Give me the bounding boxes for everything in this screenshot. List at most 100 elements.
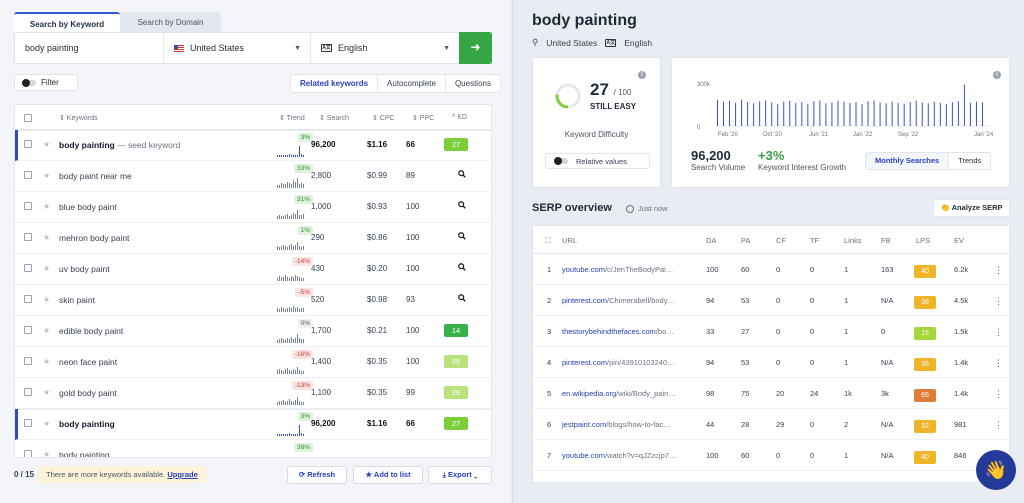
keyword-name[interactable]: body painting [59, 419, 115, 429]
upgrade-link[interactable]: Upgrade [167, 470, 198, 479]
info-icon[interactable]: i [993, 71, 1001, 79]
tab-search-by-domain[interactable]: Search by Domain [120, 12, 221, 33]
keyword-name[interactable]: uv body paint [59, 264, 110, 274]
search-icon[interactable] [458, 232, 466, 240]
keyword-row[interactable]: ★ edible body paint 0% 1,700 $0.21 100 1… [15, 316, 491, 347]
keyword-row[interactable]: ★ body painting 38% [15, 440, 491, 458]
star-icon[interactable]: ★ [43, 419, 51, 428]
analyze-serp-button[interactable]: 👏 Analyze SERP [933, 199, 1010, 217]
col-ppc[interactable]: ⇕ PPC [412, 115, 435, 122]
row-checkbox[interactable] [24, 450, 32, 457]
result-url[interactable]: pinterest.com/Chimerabell/body… [562, 296, 675, 305]
keyword-name[interactable]: blue body paint [59, 202, 117, 212]
col-tf[interactable]: TF [810, 236, 820, 245]
more-options-icon[interactable]: ⋮ [994, 296, 1003, 306]
col-ev[interactable]: EV [954, 236, 965, 245]
tab-trends[interactable]: Trends [958, 156, 982, 165]
col-links[interactable]: Links [844, 236, 862, 245]
col-search[interactable]: ⇕ Search [319, 115, 349, 122]
result-url[interactable]: youtube.com/watch?v=qJZzcjp7… [562, 451, 677, 460]
star-icon[interactable]: ★ [43, 140, 51, 149]
tab-monthly-searches[interactable]: Monthly Searches [866, 153, 950, 169]
search-icon[interactable] [458, 294, 466, 302]
tab-questions[interactable]: Questions [454, 79, 491, 88]
search-go-button[interactable]: ➜ [459, 32, 492, 64]
col-da[interactable]: DA [706, 236, 717, 245]
row-checkbox[interactable] [24, 295, 32, 303]
keyword-row[interactable]: ★ body painting 3% 96,200 $1.16 66 27 [15, 409, 491, 440]
keyword-name[interactable]: edible body paint [59, 326, 124, 336]
result-url[interactable]: jestpaint.com/blogs/how-to-fac… [562, 420, 671, 429]
more-options-icon[interactable]: ⋮ [994, 358, 1003, 368]
more-options-icon[interactable]: ⋮ [994, 420, 1003, 430]
row-checkbox[interactable] [24, 140, 32, 148]
tab-related-keywords[interactable]: Related keywords [291, 75, 379, 92]
add-to-list-button[interactable]: ★ Add to list [353, 466, 423, 484]
keyword-row[interactable]: ★ body painting — seed keyword 3% 96,200… [15, 130, 491, 161]
col-keywords[interactable]: ⇕ Keywords [59, 115, 98, 122]
col-cf[interactable]: CF [776, 236, 786, 245]
row-checkbox[interactable] [24, 326, 32, 334]
more-options-icon[interactable]: ⋮ [994, 389, 1003, 399]
keyword-name[interactable]: body painting — seed keyword [59, 140, 181, 150]
refresh-button[interactable]: ⟳ Refresh [287, 466, 347, 484]
keyword-row[interactable]: ★ blue body paint 31% 1,000 $0.93 100 [15, 192, 491, 223]
col-fb[interactable]: FB [881, 236, 891, 245]
row-checkbox[interactable] [24, 171, 32, 179]
toggle-switch[interactable] [22, 78, 36, 87]
keyword-row[interactable]: ★ mehron body paint 1% 290 $0.86 100 [15, 223, 491, 254]
star-icon[interactable]: ★ [43, 233, 51, 242]
row-checkbox[interactable] [24, 357, 32, 365]
row-checkbox[interactable] [24, 233, 32, 241]
search-icon[interactable] [458, 201, 466, 209]
star-icon[interactable]: ★ [43, 295, 51, 304]
keyword-name[interactable]: body painting [59, 450, 110, 458]
result-url[interactable]: thestorybehindthefaces.com/bo… [562, 327, 674, 336]
tab-autocomplete[interactable]: Autocomplete [378, 75, 446, 92]
keyword-row[interactable]: ★ uv body paint -14% 430 $0.20 100 [15, 254, 491, 285]
star-icon[interactable]: ★ [43, 264, 51, 273]
info-icon[interactable]: i [638, 71, 646, 79]
relative-values-toggle[interactable]: Relative values [545, 153, 650, 169]
chat-support-button[interactable]: 👋 [976, 450, 1016, 490]
col-lps[interactable]: LPS [916, 236, 931, 245]
keyword-row[interactable]: ★ skin paint -5% 520 $0.98 93 [15, 285, 491, 316]
keyword-name[interactable]: mehron body paint [59, 233, 130, 243]
result-url[interactable]: en.wikipedia.org/wiki/Body_pain… [562, 389, 676, 398]
tab-search-by-keyword[interactable]: Search by Keyword [14, 12, 120, 33]
row-checkbox[interactable] [24, 419, 32, 427]
more-options-icon[interactable]: ⋮ [994, 265, 1003, 275]
col-cpc[interactable]: ⇕ CPC [372, 115, 395, 122]
star-icon[interactable]: ★ [43, 326, 51, 335]
result-url[interactable]: youtube.com/c/JenTheBodyPai… [562, 265, 674, 274]
star-icon[interactable]: ★ [43, 388, 51, 397]
export-button[interactable]: ⤓ Export ⌄ [428, 466, 492, 484]
col-kd[interactable]: ^ KD [452, 114, 467, 121]
result-url[interactable]: pinterest.com/pin/43910103240… [562, 358, 675, 367]
more-options-icon[interactable]: ⋮ [994, 327, 1003, 337]
expand-icon[interactable]: ⛶ [545, 236, 551, 245]
filter-toggle[interactable]: Filter [14, 74, 78, 91]
row-checkbox[interactable] [24, 264, 32, 272]
row-checkbox[interactable] [24, 202, 32, 210]
select-all-checkbox[interactable] [24, 114, 32, 122]
search-icon[interactable] [458, 263, 466, 271]
language-select[interactable]: A文 English ▼ [311, 33, 459, 63]
col-pa[interactable]: PA [741, 236, 751, 245]
keyword-input[interactable]: body painting [15, 33, 164, 63]
row-checkbox[interactable] [24, 388, 32, 396]
location-select[interactable]: United States ▼ [164, 33, 311, 63]
keyword-name[interactable]: neon face paint [59, 357, 118, 367]
keyword-name[interactable]: body paint near me [59, 171, 132, 181]
star-icon[interactable]: ★ [43, 171, 51, 180]
search-icon[interactable] [458, 170, 466, 178]
keyword-row[interactable]: ★ body paint near me 33% 2,800 $0.99 89 [15, 161, 491, 192]
star-icon[interactable]: ★ [43, 202, 51, 211]
star-icon[interactable]: ★ [43, 450, 51, 458]
keyword-row[interactable]: ★ neon face paint -16% 1,400 $0.35 100 2… [15, 347, 491, 378]
keyword-name[interactable]: skin paint [59, 295, 95, 305]
keyword-name[interactable]: gold body paint [59, 388, 117, 398]
star-icon[interactable]: ★ [43, 357, 51, 366]
col-trend[interactable]: ⇕ Trend [279, 115, 305, 122]
toggle-switch[interactable] [554, 157, 568, 165]
